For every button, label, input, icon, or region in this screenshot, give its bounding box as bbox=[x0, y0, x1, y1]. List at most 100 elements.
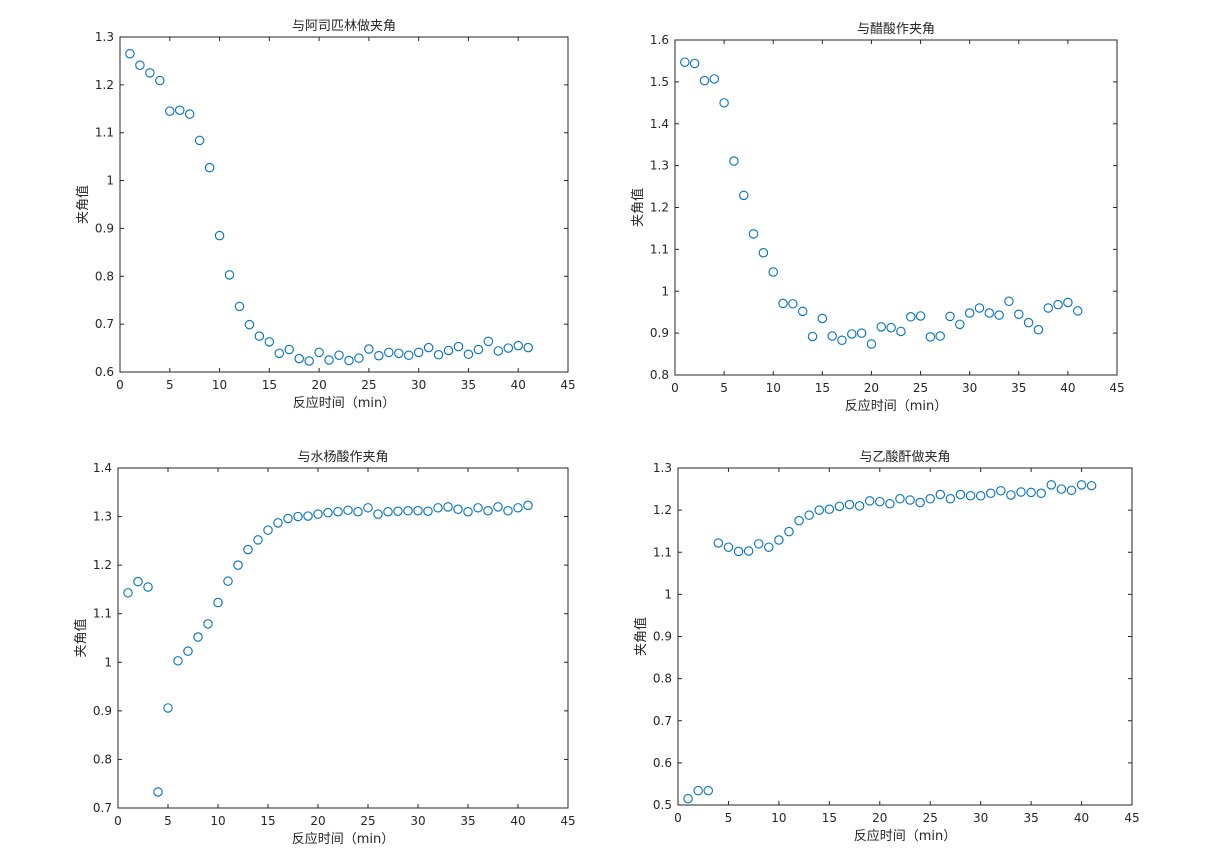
data-point bbox=[443, 502, 453, 512]
data-point bbox=[463, 349, 474, 360]
data-point bbox=[283, 513, 293, 524]
subplot-1: 0 5 10 15 20 25 30 35 40 45 0.6 0.7 0.8 0.9 1 1.1 1.2 1.3… bbox=[75, 19, 576, 411]
y-tick-label: 1.1 bbox=[650, 242, 669, 256]
data-point bbox=[473, 503, 483, 513]
x-tick-label: 40 bbox=[511, 378, 526, 392]
data-point bbox=[453, 341, 464, 352]
x-tick-label: 30 bbox=[411, 378, 426, 392]
data-point bbox=[344, 355, 354, 366]
data-point bbox=[847, 329, 857, 339]
data-point bbox=[413, 505, 423, 516]
data-point bbox=[935, 331, 945, 341]
data-point bbox=[925, 332, 936, 342]
data-point bbox=[264, 337, 275, 347]
data-point bbox=[996, 485, 1006, 496]
data-point bbox=[945, 311, 955, 322]
x-tick-label: 40 bbox=[1060, 381, 1075, 395]
data-point bbox=[184, 109, 195, 119]
data-point bbox=[443, 345, 454, 356]
data-point bbox=[1076, 480, 1087, 490]
y-tick-label: 0.7 bbox=[93, 801, 112, 815]
x-tick-label: 25 bbox=[913, 381, 928, 395]
data-point bbox=[374, 350, 384, 361]
x-axis-label: 反应时间（min） bbox=[292, 831, 395, 847]
x-tick-label: 0 bbox=[116, 378, 124, 392]
x-axis-label: 反应时间（min） bbox=[845, 398, 948, 414]
y-tick-label: 1 bbox=[104, 655, 112, 669]
data-point bbox=[1006, 490, 1016, 500]
data-point bbox=[403, 350, 414, 360]
y-tick-label: 1.4 bbox=[93, 461, 112, 475]
data-point bbox=[994, 310, 1004, 320]
y-tick-label: 0.7 bbox=[95, 317, 114, 331]
data-point bbox=[324, 355, 334, 365]
data-point bbox=[143, 582, 153, 592]
data-point bbox=[214, 230, 225, 241]
data-point bbox=[709, 74, 720, 84]
x-tick-label: 15 bbox=[815, 381, 830, 395]
x-tick-label: 0 bbox=[114, 814, 122, 828]
data-point bbox=[493, 346, 504, 356]
x-axis-label: 反应时间（min） bbox=[854, 828, 957, 844]
y-tick-label: 0.8 bbox=[650, 368, 669, 382]
data-point bbox=[768, 267, 778, 277]
data-point bbox=[133, 576, 143, 587]
x-tick-label: 35 bbox=[461, 378, 476, 392]
data-point bbox=[224, 270, 235, 280]
x-tick-label: 35 bbox=[1023, 811, 1038, 825]
y-tick-label: 1 bbox=[106, 174, 114, 188]
y-tick-label: 0.6 bbox=[653, 756, 672, 770]
data-point bbox=[293, 511, 303, 522]
data-point bbox=[856, 328, 867, 338]
data-point bbox=[1063, 297, 1073, 308]
data-point bbox=[788, 299, 798, 309]
y-tick-label: 1.1 bbox=[93, 607, 112, 621]
axes-box bbox=[117, 467, 569, 809]
x-tick-label: 5 bbox=[164, 814, 172, 828]
data-point bbox=[343, 505, 353, 516]
data-point bbox=[274, 348, 285, 359]
data-point bbox=[203, 619, 213, 629]
data-point bbox=[1033, 325, 1044, 335]
x-tick-label: 20 bbox=[872, 811, 887, 825]
data-point bbox=[204, 162, 215, 173]
subplot-3: 0 5 10 15 20 25 30 35 40 45 0.7 0.8 0.9 1 1.1 1.2 1.3 1.4… bbox=[73, 450, 576, 847]
data-point bbox=[1016, 487, 1026, 497]
data-point bbox=[193, 632, 203, 642]
x-tick-label: 15 bbox=[260, 814, 275, 828]
data-point bbox=[503, 343, 514, 353]
data-point bbox=[304, 356, 314, 366]
data-point bbox=[748, 229, 759, 239]
data-point bbox=[174, 105, 185, 115]
data-point bbox=[313, 509, 323, 519]
y-tick-label: 1.2 bbox=[95, 78, 114, 92]
data-point bbox=[680, 57, 690, 67]
axes-box bbox=[119, 36, 569, 373]
y-tick-label: 0.6 bbox=[95, 365, 114, 379]
data-point bbox=[323, 507, 333, 518]
data-point bbox=[413, 347, 424, 358]
data-point bbox=[975, 491, 986, 501]
data-point bbox=[743, 546, 754, 556]
data-point bbox=[284, 344, 294, 355]
y-tick-label: 0.9 bbox=[93, 704, 112, 718]
y-tick-label: 1.2 bbox=[653, 503, 672, 517]
data-point bbox=[719, 98, 729, 108]
data-point bbox=[145, 68, 155, 78]
y-tick-label: 1.2 bbox=[93, 558, 112, 572]
subplot-2: 0 5 10 15 20 25 30 35 40 45 0.8 0.9 1 1.1 1.2 1.3 1.4 1.5… bbox=[630, 21, 1125, 414]
data-point bbox=[834, 501, 845, 512]
data-point bbox=[817, 313, 828, 324]
data-point bbox=[194, 135, 205, 146]
data-point bbox=[234, 301, 245, 312]
data-point bbox=[1046, 480, 1057, 490]
data-point bbox=[254, 331, 265, 341]
x-tick-label: 45 bbox=[560, 378, 575, 392]
data-point bbox=[503, 505, 513, 516]
data-point bbox=[513, 503, 523, 513]
data-point bbox=[123, 588, 133, 598]
data-point bbox=[1056, 484, 1067, 494]
y-tick-label: 1.3 bbox=[650, 159, 669, 173]
data-point bbox=[213, 597, 223, 608]
